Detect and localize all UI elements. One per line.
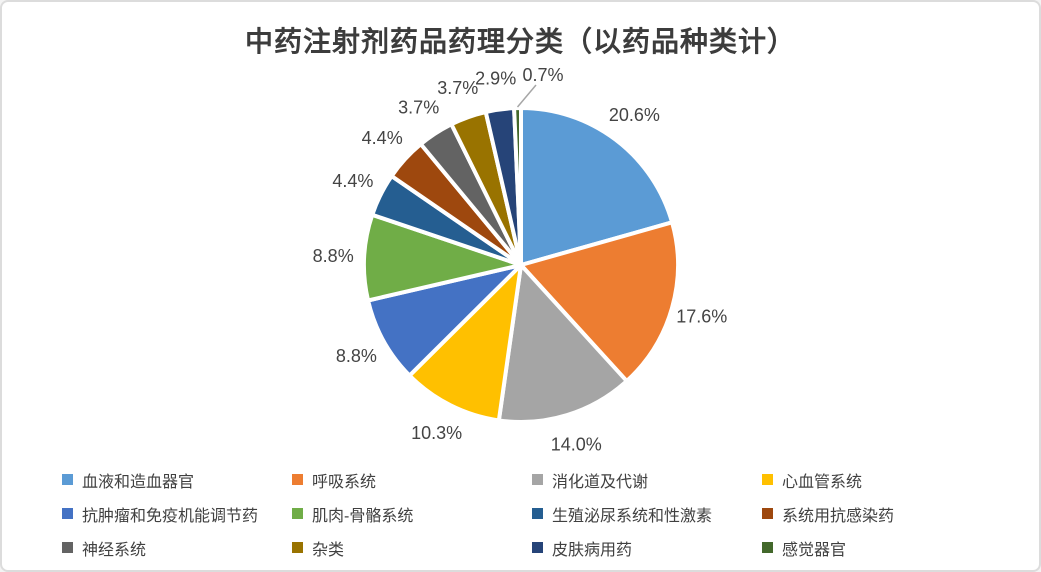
legend-item-8: 神经系统 <box>62 536 292 559</box>
legend-color-swatch <box>532 474 543 485</box>
data-label-2: 14.0% <box>551 435 602 455</box>
legend-color-swatch <box>292 542 303 553</box>
legend-item-11: 感觉器官 <box>762 536 1002 559</box>
legend-item-7: 系统用抗感染药 <box>762 502 1002 525</box>
legend-color-swatch <box>292 508 303 519</box>
data-label-0: 20.6% <box>609 105 660 125</box>
legend-color-swatch <box>532 542 543 553</box>
legend-label: 系统用抗感染药 <box>782 507 895 525</box>
data-label-7: 4.4% <box>362 128 403 148</box>
legend-item-3: 心血管系统 <box>762 468 1002 491</box>
legend-color-swatch <box>532 508 543 519</box>
legend-label: 呼吸系统 <box>312 473 377 491</box>
legend-item-9: 杂类 <box>292 536 532 559</box>
chart-title: 中药注射剂药品药理分类（以药品种类计） <box>244 26 796 57</box>
legend-label: 感觉器官 <box>782 541 847 559</box>
pie-slice-11 <box>512 105 523 267</box>
legend-label: 神经系统 <box>82 541 147 559</box>
legend-label: 血液和造血器官 <box>82 473 195 491</box>
legend-color-swatch <box>762 542 773 553</box>
legend-item-1: 呼吸系统 <box>292 468 532 491</box>
data-label-9: 3.7% <box>437 78 478 98</box>
legend-label: 心血管系统 <box>782 473 863 491</box>
data-label-4: 8.8% <box>336 346 377 366</box>
pie-slice-1 <box>519 220 680 384</box>
chart-legend: 血液和造血器官 呼吸系统 消化道及代谢 心血管系统抗肿瘤和免疫机能调节药 肌肉-骨骼系统… <box>62 468 1002 559</box>
legend-item-10: 皮肤病用药 <box>532 536 762 559</box>
legend-label: 杂类 <box>312 541 345 559</box>
legend-color-swatch <box>62 508 73 519</box>
legend-color-swatch <box>62 474 73 485</box>
pie-slice-3 <box>407 263 523 423</box>
legend-item-5: 肌肉-骨骼系统 <box>292 502 532 525</box>
legend-color-swatch <box>762 474 773 485</box>
pie-slice-0 <box>519 106 675 267</box>
pie-slice-2 <box>496 263 629 424</box>
data-label-8: 3.7% <box>398 97 439 117</box>
data-label-6: 4.4% <box>332 171 373 191</box>
legend-color-swatch <box>292 474 303 485</box>
legend-item-6: 生殖泌尿系统和性激素 <box>532 502 762 525</box>
data-label-10: 2.9% <box>475 69 516 89</box>
legend-label: 肌肉-骨骼系统 <box>312 507 414 525</box>
data-label-3: 10.3% <box>411 423 462 443</box>
legend-label: 生殖泌尿系统和性激素 <box>552 507 713 525</box>
pie-chart: 20.6% 17.6% 14.0% 10.3% 8.8% 8.8% 4.4% 4.4% 3.7%… <box>313 65 728 455</box>
data-label-1: 17.6% <box>676 307 727 327</box>
legend-item-2: 消化道及代谢 <box>532 468 762 491</box>
legend-color-swatch <box>62 542 73 553</box>
leader-line <box>516 84 537 108</box>
data-label-11: 0.7% <box>522 65 563 85</box>
legend-item-0: 血液和造血器官 <box>62 468 292 491</box>
legend-item-4: 抗肿瘤和免疫机能调节药 <box>62 502 292 525</box>
legend-label: 消化道及代谢 <box>552 473 649 491</box>
legend-label: 抗肿瘤和免疫机能调节药 <box>82 507 259 525</box>
legend-label: 皮肤病用药 <box>552 541 633 559</box>
data-label-5: 8.8% <box>313 246 354 266</box>
legend-color-swatch <box>762 508 773 519</box>
